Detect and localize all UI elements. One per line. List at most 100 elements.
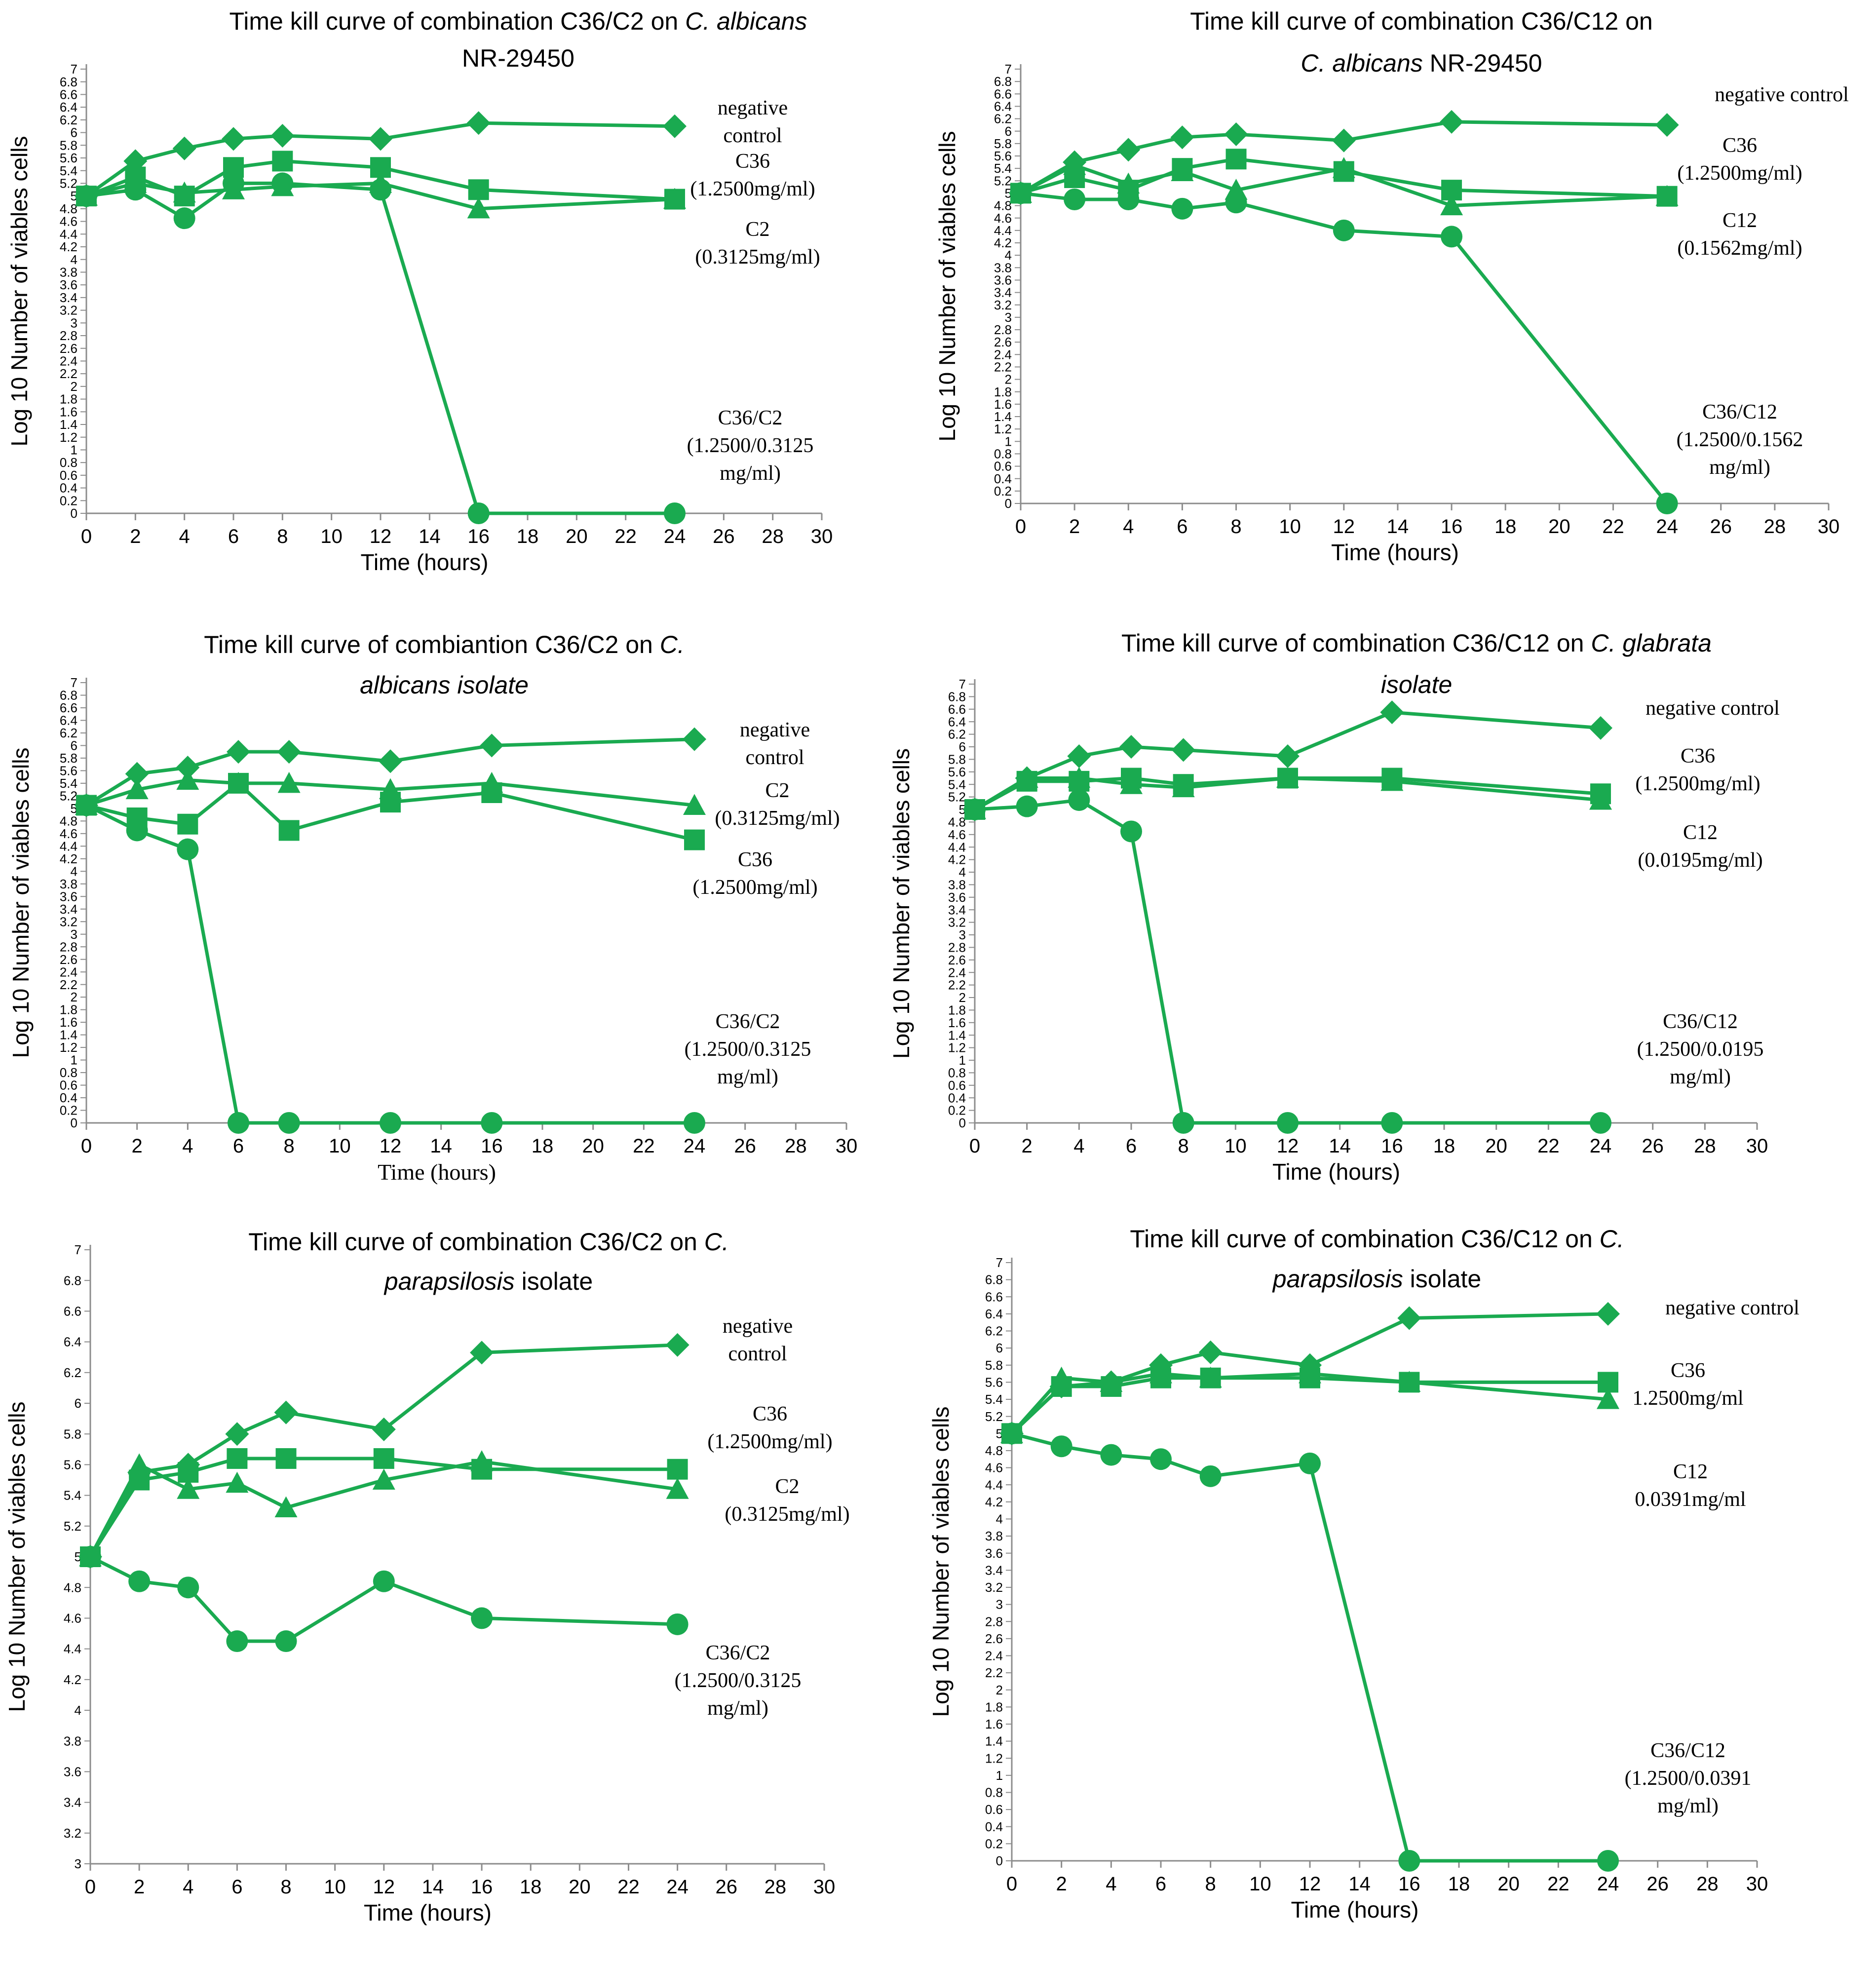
series-line — [1011, 1431, 1608, 1863]
y-tick-label: 4.8 — [985, 1443, 1003, 1458]
data-point-circle — [228, 1112, 249, 1134]
data-point-diamond — [1170, 125, 1194, 150]
x-tick-label: 22 — [617, 1876, 640, 1898]
data-point-diamond — [683, 727, 706, 751]
data-point-diamond — [1119, 735, 1143, 759]
y-tick-label: 0 — [959, 1116, 966, 1130]
series-annotation: C36/C12 (1.2500/0.0195 mg/ml) — [1637, 1010, 1764, 1088]
x-tick-label: 20 — [569, 1876, 591, 1898]
y-tick-label: 4.6 — [948, 827, 966, 842]
x-tick-label: 28 — [785, 1135, 807, 1157]
data-point-triangle — [683, 794, 706, 815]
data-point-diamond — [1596, 1302, 1620, 1326]
y-tick-label: 1.8 — [994, 385, 1012, 399]
data-point-circle — [1398, 1850, 1420, 1872]
y-tick-label: 3.4 — [60, 902, 77, 917]
y-tick-label: 5.6 — [60, 764, 77, 778]
y-tick-label: 6.6 — [60, 87, 77, 102]
series-line — [86, 181, 675, 515]
data-point-triangle — [226, 1471, 249, 1493]
x-tick-label: 30 — [811, 526, 833, 547]
data-point-triangle — [1172, 776, 1195, 798]
y-tick-label: 2.4 — [994, 347, 1012, 362]
data-point-circle — [1277, 1112, 1299, 1134]
data-point-triangle — [1655, 185, 1679, 206]
y-tick-label: 5.8 — [985, 1358, 1003, 1373]
x-tick-label: 26 — [1642, 1135, 1664, 1157]
y-tick-label: 2 — [1005, 372, 1012, 387]
data-point-circle — [1016, 795, 1038, 817]
data-point-circle — [380, 1112, 401, 1134]
y-tick-label: 3.8 — [948, 878, 966, 892]
y-tick-label: 5.6 — [64, 1458, 81, 1472]
y-tick-label: 0.4 — [60, 481, 77, 496]
x-axis-label: Time (hours) — [361, 549, 489, 575]
y-tick-label: 5.4 — [64, 1488, 81, 1503]
y-tick-label: 3.8 — [60, 265, 77, 280]
x-tick-label: 6 — [231, 1876, 242, 1898]
x-tick-label: 24 — [1656, 516, 1678, 538]
data-point-square — [380, 792, 401, 813]
x-tick-label: 10 — [1249, 1873, 1271, 1895]
data-point-circle — [1381, 1112, 1403, 1134]
series-annotation: C36/C12 (1.2500/0.0391 mg/ml) — [1625, 1739, 1752, 1817]
y-tick-label: 1.8 — [60, 392, 77, 407]
series-annotation: negative control — [1646, 697, 1780, 720]
data-point-diamond — [1171, 738, 1195, 762]
y-tick-label: 5.8 — [948, 752, 966, 767]
x-tick-label: 0 — [1015, 516, 1026, 538]
x-tick-label: 28 — [765, 1876, 787, 1898]
y-tick-label: 2.8 — [60, 328, 77, 343]
data-point-circle — [467, 502, 490, 524]
series-annotation: C36/C2 (1.2500/0.3125 mg/ml) — [675, 1642, 802, 1720]
data-point-circle — [1299, 1452, 1321, 1474]
x-tick-label: 16 — [1441, 516, 1463, 538]
series-annotation: C12 (0.0195mg/ml) — [1638, 821, 1762, 872]
y-tick-label: 6.6 — [985, 1289, 1003, 1304]
y-tick-label: 4.4 — [60, 227, 77, 241]
x-tick-label: 20 — [1497, 1873, 1520, 1895]
y-tick-label: 6 — [959, 739, 966, 754]
data-point-circle — [373, 1570, 395, 1592]
chart-title-line-2: parapsilosis isolate — [383, 1268, 593, 1295]
data-point-triangle — [1380, 769, 1404, 791]
x-tick-label: 12 — [370, 526, 392, 547]
x-tick-label: 2 — [1069, 516, 1080, 538]
data-point-circle — [1150, 1448, 1172, 1470]
x-tick-label: 18 — [1494, 516, 1517, 538]
y-tick-label: 0.2 — [994, 484, 1012, 499]
y-tick-label: 0 — [71, 506, 77, 521]
chart-panel-4: Time kill curve of combination C36/C12 o… — [888, 629, 1780, 1185]
x-tick-label: 18 — [532, 1135, 554, 1157]
y-tick-label: 6 — [75, 1396, 81, 1411]
y-tick-label: 1 — [996, 1768, 1003, 1783]
data-point-diamond — [1067, 744, 1091, 769]
y-tick-label: 2.4 — [948, 965, 966, 980]
x-tick-label: 12 — [1333, 516, 1355, 538]
y-tick-label: 1.6 — [994, 397, 1012, 412]
y-tick-label: 4 — [959, 865, 966, 880]
y-tick-label: 7 — [996, 1255, 1003, 1270]
y-tick-label: 0 — [71, 1116, 77, 1130]
chart-title-line-1: Time kill curve of combination C36/C12 o… — [1121, 629, 1712, 657]
y-tick-label: 4.2 — [985, 1495, 1003, 1509]
x-tick-label: 22 — [614, 526, 637, 547]
y-tick-label: 3.4 — [64, 1795, 81, 1810]
x-tick-label: 26 — [713, 526, 735, 547]
data-point-diamond — [379, 749, 402, 773]
y-tick-label: 5.6 — [994, 149, 1012, 163]
x-tick-label: 26 — [1710, 516, 1732, 538]
data-point-circle — [964, 799, 986, 820]
x-tick-label: 10 — [324, 1876, 346, 1898]
y-tick-label: 1.6 — [60, 404, 77, 419]
x-tick-label: 0 — [85, 1876, 96, 1898]
series-circle — [79, 1546, 689, 1653]
data-point-triangle — [470, 1450, 494, 1471]
y-tick-label: 2.2 — [60, 977, 77, 992]
series-line — [974, 798, 1601, 1125]
x-tick-label: 22 — [1602, 516, 1624, 538]
series-square — [80, 1448, 688, 1567]
series-circle — [964, 789, 1611, 1134]
x-tick-label: 4 — [182, 1135, 193, 1157]
y-tick-label: 6.6 — [994, 86, 1012, 101]
